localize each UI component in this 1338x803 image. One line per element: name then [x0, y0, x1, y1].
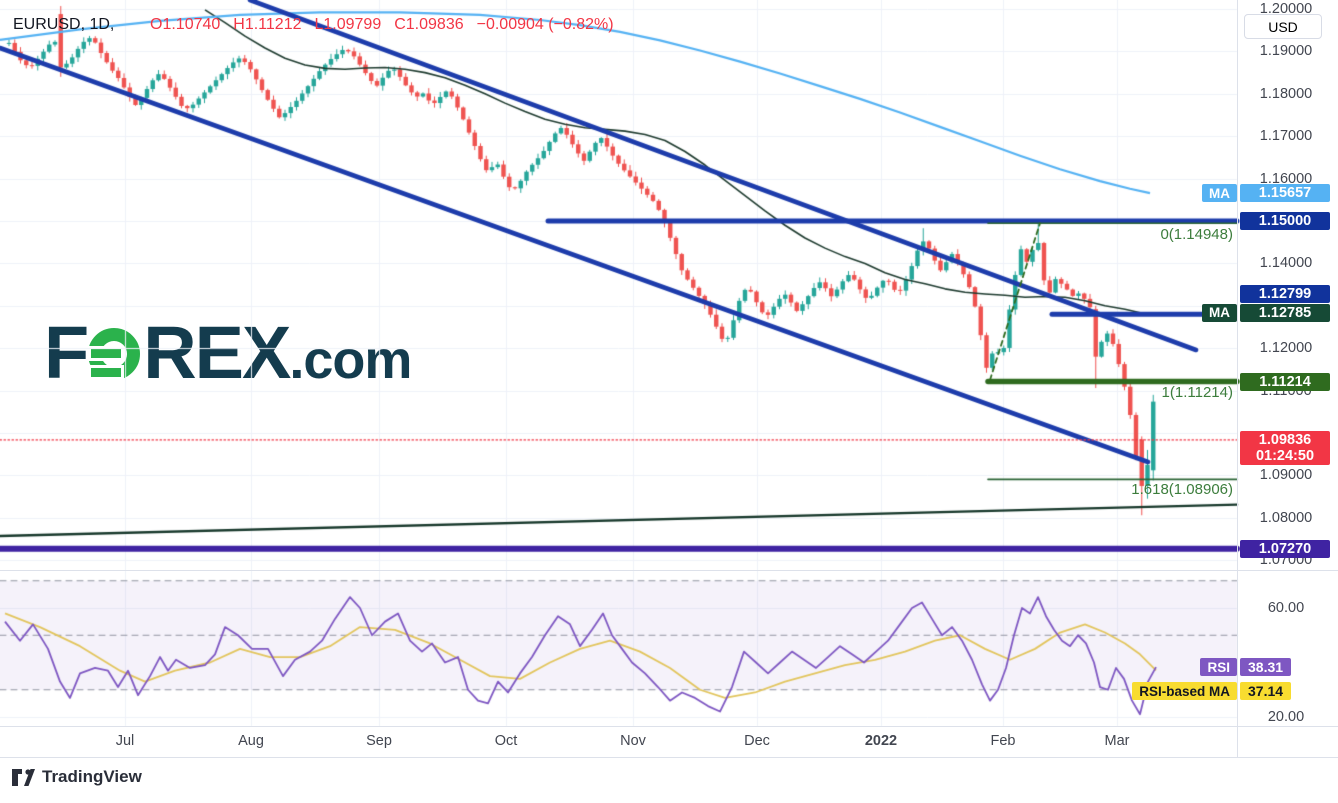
time-axis-border — [0, 726, 1338, 727]
last-price-value: 1.09836 — [1258, 431, 1312, 448]
time-axis-label: Nov — [620, 733, 646, 749]
bar-countdown: 01:24:50 — [1255, 447, 1315, 464]
ohlc-token: −0.00904 (−0.82%) — [476, 16, 614, 33]
time-axis-label: Sep — [366, 733, 392, 749]
price-level-badge: 1.07270 — [1240, 539, 1330, 558]
time-axis-label: Dec — [744, 733, 770, 749]
ohlc-token: C1.09836 — [394, 16, 464, 33]
last-price-badge: 1.09836 01:24:50 — [1240, 430, 1330, 465]
time-axis-label: Mar — [1104, 733, 1130, 749]
rsi-value-badge: 38.31 — [1240, 658, 1292, 677]
symbol-legend[interactable]: EURUSD, 1D, O1.10740 H1.11212 L1.09799 C1.0… — [13, 16, 627, 34]
ma-label-chip: MA — [1202, 184, 1237, 203]
time-axis-label: Jul — [115, 733, 135, 749]
price-axis-label: 1.20000 — [1259, 1, 1313, 17]
ma-label-chip: MA — [1202, 303, 1237, 322]
fib-level-label: 0(1.14948) — [1160, 226, 1233, 243]
time-axis-label: Aug — [238, 733, 264, 749]
price-axis-label: 1.09000 — [1259, 467, 1313, 484]
price-axis-label: 1.08000 — [1259, 509, 1313, 526]
fib-level-label: 1(1.11214) — [1161, 384, 1233, 401]
price-axis-label: 1.12000 — [1259, 340, 1313, 357]
price-axis-border — [1237, 0, 1238, 758]
pane-divider[interactable] — [0, 570, 1338, 571]
price-axis-label: 1.19000 — [1259, 43, 1313, 60]
price-axis-label: 1.14000 — [1259, 255, 1313, 272]
ohlc-values: O1.10740 H1.11212 L1.09799 C1.09836 −0.00904… — [150, 16, 627, 34]
rsi-label-chip: RSI — [1200, 658, 1237, 677]
ohlc-token: L1.09799 — [314, 16, 382, 33]
rsi-value-badge: 37.14 — [1240, 682, 1292, 701]
currency-toggle-button[interactable]: USD — [1244, 14, 1322, 39]
price-level-badge: 1.11214 — [1240, 372, 1330, 391]
currency-label: USD — [1268, 18, 1298, 35]
fib-level-label: 1.618(1.08906) — [1131, 481, 1233, 498]
price-level-badge: 1.12785 — [1240, 303, 1330, 322]
price-axis-label: 1.16000 — [1259, 170, 1313, 187]
price-level-badge: 1.15657 — [1240, 184, 1330, 203]
time-axis-label: 2022 — [864, 733, 898, 749]
price-axis-label: 1.18000 — [1259, 85, 1313, 102]
price-level-badge: 1.12799 — [1240, 285, 1330, 304]
symbol-title[interactable]: EURUSD, 1D, — [13, 16, 115, 33]
rsi-label-chip: RSI-based MA — [1132, 682, 1237, 701]
ohlc-token: H1.11212 — [233, 16, 302, 33]
rsi-axis-label: 20.00 — [1267, 709, 1305, 725]
tradingview-logo-icon — [12, 768, 35, 786]
time-axis-label: Oct — [494, 733, 518, 749]
price-axis-label: 1.17000 — [1259, 128, 1313, 145]
tradingview-label: TradingView — [42, 767, 142, 786]
price-level-badge: 1.15000 — [1240, 212, 1330, 230]
rsi-axis-label: 60.00 — [1267, 600, 1305, 616]
chart-bottom-border — [0, 757, 1338, 758]
ohlc-token: O1.10740 — [150, 16, 221, 33]
tradingview-attribution[interactable]: TradingView — [12, 767, 142, 787]
time-axis-label: Feb — [990, 733, 1016, 749]
